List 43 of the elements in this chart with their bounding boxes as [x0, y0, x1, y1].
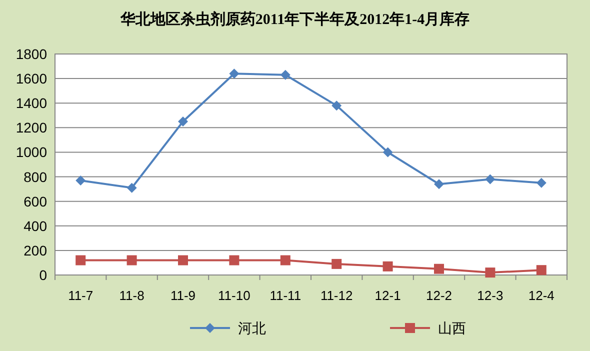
point — [332, 258, 342, 269]
x-tick-label: 11-8 — [119, 288, 144, 303]
x-tick-label: 11-9 — [170, 288, 196, 303]
x-tick-label: 12-2 — [426, 288, 452, 303]
point — [485, 268, 496, 278]
x-tick-label: 11-10 — [218, 288, 250, 303]
point — [536, 265, 546, 276]
x-tick-label: 11-11 — [270, 288, 302, 303]
point — [280, 255, 290, 266]
x-tick-label: 12-3 — [477, 288, 504, 303]
y-tick-label: 1000 — [16, 144, 48, 160]
point — [332, 100, 342, 111]
x-tick-label: 11-7 — [68, 288, 94, 303]
point — [434, 264, 444, 274]
y-tick-label: 0 — [39, 267, 48, 283]
point — [229, 68, 240, 79]
y-tick-label: 1800 — [16, 46, 48, 62]
x-tick-label: 11-12 — [320, 288, 353, 303]
point — [126, 255, 137, 266]
y-tick-label: 200 — [24, 242, 48, 258]
point — [126, 182, 137, 193]
chart-title: 华北地区杀虫剂原药2011年下半年及2012年1-4月库存 — [119, 10, 470, 28]
point — [382, 147, 393, 158]
x-tick-label: 12-1 — [374, 288, 401, 303]
point — [76, 175, 86, 186]
y-tick-label: 1400 — [16, 95, 48, 112]
x-tick-label: 12-4 — [528, 288, 554, 303]
point — [434, 179, 444, 190]
point — [485, 174, 496, 184]
y-tick-label: 1200 — [16, 120, 48, 136]
point — [382, 261, 393, 272]
y-tick-label: 800 — [24, 168, 48, 185]
y-tick-label: 1600 — [16, 70, 48, 87]
point — [229, 255, 240, 266]
legend-label: 河北 — [238, 320, 266, 336]
point — [536, 178, 546, 188]
legend-label: 山西 — [438, 320, 466, 336]
point — [280, 70, 290, 80]
point — [178, 116, 188, 127]
y-tick-label: 400 — [24, 218, 48, 234]
point — [76, 255, 86, 266]
y-tick-label: 600 — [24, 193, 48, 210]
point — [178, 255, 188, 266]
